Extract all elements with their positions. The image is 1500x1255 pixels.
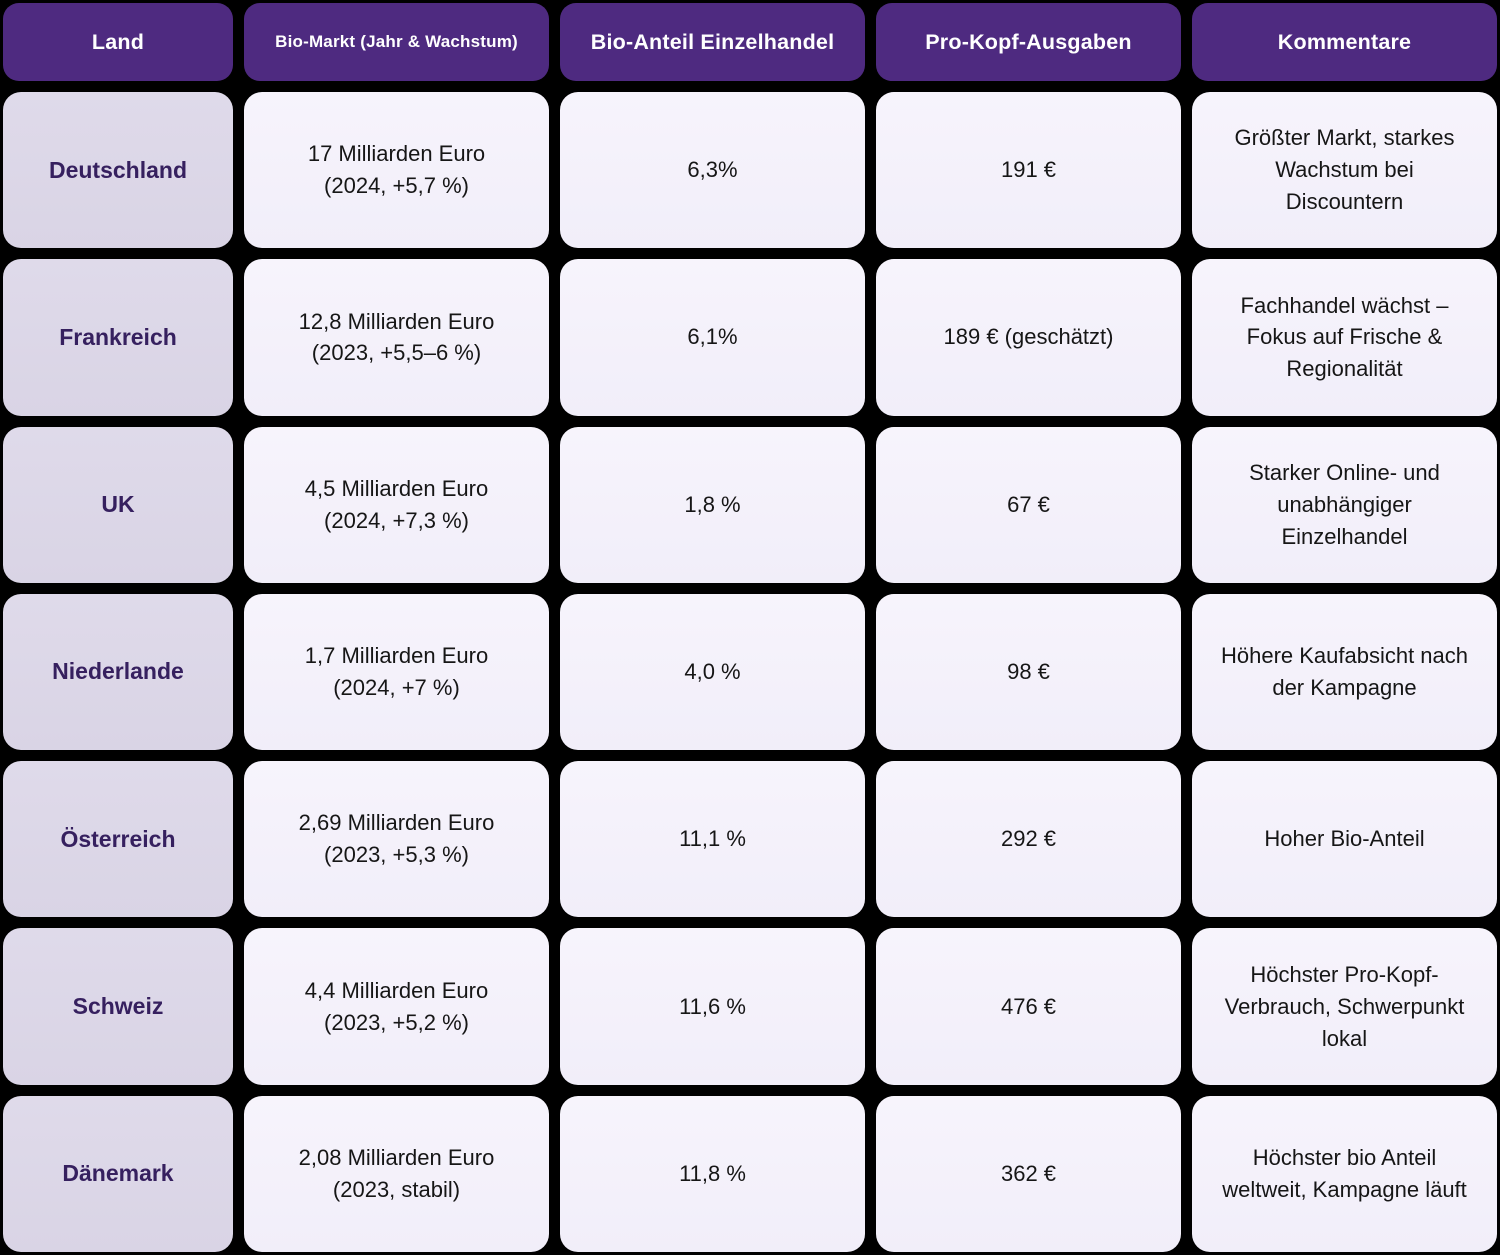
- column-header-bio-anteil: Bio-Anteil Einzelhandel: [560, 3, 865, 81]
- row-frankreich-land: Frankreich: [3, 259, 233, 416]
- row-niederlande-market: 1,7 Milliarden Euro (2024, +7 %): [244, 593, 549, 751]
- market-detail: (2024, +7,3 %): [324, 507, 469, 533]
- row-deutschland-land: Deutschland: [3, 92, 233, 249]
- column-header-land: Land: [3, 3, 233, 81]
- row-schweiz-market: 4,4 Milliarden Euro (2023, +5,2 %): [244, 928, 549, 1085]
- row-deutschland-market: 17 Milliarden Euro (2024, +5,7 %): [244, 92, 549, 249]
- row-daenemark-share: 11,8 %: [560, 1095, 865, 1252]
- market-detail: (2023, +5,2 %): [324, 1009, 469, 1035]
- row-daenemark-market: 2,08 Milliarden Euro (2023, stabil): [244, 1095, 549, 1252]
- row-daenemark-spend: 362 €: [876, 1095, 1181, 1252]
- market-value: 4,5 Milliarden Euro: [304, 475, 489, 501]
- row-schweiz-land: Schweiz: [3, 928, 233, 1085]
- row-oesterreich-market: 2,69 Milliarden Euro (2023, +5,3 %): [244, 761, 549, 918]
- row-frankreich-market: 12,8 Milliarden Euro (2023, +5,5–6 %): [244, 259, 549, 416]
- column-header-pro-kopf: Pro-Kopf-Ausgaben: [876, 3, 1181, 81]
- column-header-bio-markt: Bio-Markt (Jahr & Wachstum): [244, 3, 549, 81]
- row-frankreich-spend: 189 € (geschätzt): [876, 259, 1181, 416]
- row-uk-land: UK: [3, 426, 233, 583]
- row-uk-market: 4,5 Milliarden Euro (2024, +7,3 %): [244, 426, 549, 583]
- row-deutschland-spend: 191 €: [876, 92, 1181, 249]
- row-oesterreich-comment: Hoher Bio-Anteil: [1192, 761, 1497, 918]
- row-schweiz-share: 11,6 %: [560, 928, 865, 1085]
- market-detail: (2024, +7 %): [333, 674, 460, 700]
- row-uk-share: 1,8 %: [560, 426, 865, 583]
- row-frankreich-share: 6,1%: [560, 259, 865, 416]
- row-oesterreich-share: 11,1 %: [560, 761, 865, 918]
- row-niederlande-land: Niederlande: [3, 593, 233, 751]
- row-niederlande-comment: Höhere Kaufabsicht nach der Kampagne: [1192, 593, 1497, 751]
- row-deutschland-share: 6,3%: [560, 92, 865, 249]
- row-schweiz-spend: 476 €: [876, 928, 1181, 1085]
- market-detail: (2023, stabil): [332, 1176, 461, 1202]
- row-schweiz-comment: Höchster Pro-Kopf-Verbrauch, Schwerpunkt…: [1192, 928, 1497, 1085]
- row-niederlande-share: 4,0 %: [560, 593, 865, 751]
- row-uk-comment: Starker Online- und unabhängiger Einzelh…: [1192, 426, 1497, 583]
- market-value: 17 Milliarden Euro: [307, 141, 486, 167]
- market-value: 4,4 Milliarden Euro: [304, 977, 489, 1003]
- market-detail: (2023, +5,3 %): [324, 842, 469, 868]
- market-value: 2,08 Milliarden Euro: [298, 1144, 495, 1170]
- row-uk-spend: 67 €: [876, 426, 1181, 583]
- row-daenemark-comment: Höchster bio Anteil weltweit, Kampagne l…: [1192, 1095, 1497, 1252]
- row-oesterreich-land: Österreich: [3, 761, 233, 918]
- row-frankreich-comment: Fachhandel wächst – Fokus auf Frische & …: [1192, 259, 1497, 416]
- market-value: 2,69 Milliarden Euro: [298, 810, 495, 836]
- market-value: 1,7 Milliarden Euro: [304, 643, 489, 669]
- row-oesterreich-spend: 292 €: [876, 761, 1181, 918]
- row-niederlande-spend: 98 €: [876, 593, 1181, 751]
- row-daenemark-land: Dänemark: [3, 1095, 233, 1252]
- column-header-kommentare: Kommentare: [1192, 3, 1497, 81]
- market-value: 12,8 Milliarden Euro: [298, 308, 495, 334]
- row-deutschland-comment: Größter Markt, starkes Wachstum bei Disc…: [1192, 92, 1497, 249]
- market-detail: (2024, +5,7 %): [324, 173, 469, 199]
- market-detail: (2023, +5,5–6 %): [311, 340, 482, 366]
